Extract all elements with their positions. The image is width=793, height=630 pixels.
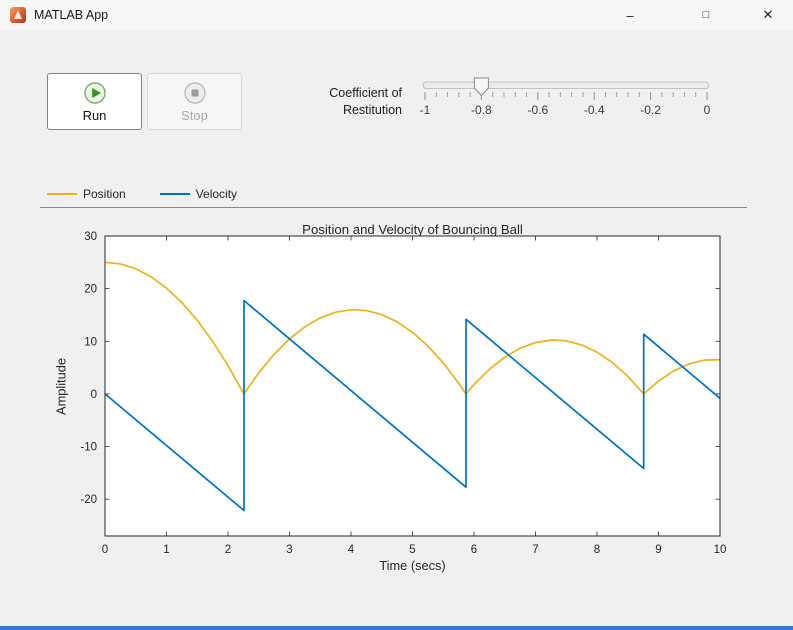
y-tick-label: 20 — [84, 284, 97, 296]
x-tick-label: 5 — [409, 544, 415, 556]
slider-groove — [423, 81, 709, 89]
x-tick-label: 9 — [655, 544, 661, 556]
y-tick-label: 10 — [84, 336, 97, 348]
legend-label-position: Position — [83, 187, 126, 201]
stop-button[interactable]: Stop — [147, 73, 242, 130]
x-tick-label: 3 — [286, 544, 292, 556]
x-tick-label: 2 — [225, 544, 231, 556]
window-title: MATLAB App — [34, 8, 109, 22]
x-tick-label: 7 — [532, 544, 538, 556]
chart-title: Position and Velocity of Bouncing Ball — [302, 222, 523, 237]
run-icon — [83, 81, 106, 104]
matlab-icon — [10, 7, 26, 23]
series-line-position — [104, 261, 721, 395]
y-axis-label: Amplitude — [53, 358, 69, 415]
x-tick-label: 10 — [714, 544, 727, 556]
plot-background — [105, 236, 720, 536]
run-button-label: Run — [82, 107, 107, 123]
x-tick-label: 0 — [102, 544, 108, 556]
slider-tick-label: -0.6 — [527, 103, 548, 117]
y-tick-label: 0 — [91, 389, 97, 401]
slider-tick-label: -0.4 — [584, 103, 605, 117]
slider-label-line2: Restitution — [342, 103, 402, 117]
legend-item-position: Position — [47, 187, 126, 201]
x-axis-label: Time (secs) — [379, 558, 446, 573]
legend-item-velocity: Velocity — [159, 187, 238, 201]
x-tick-label: 6 — [471, 544, 477, 556]
stop-button-label: Stop — [181, 107, 208, 123]
position-line-swatch — [47, 192, 77, 196]
slider-tick-label: -0.2 — [640, 103, 661, 117]
legend-label-velocity: Velocity — [195, 187, 238, 201]
stop-icon — [183, 81, 206, 104]
window-accent — [0, 626, 793, 630]
x-tick-label: 8 — [594, 544, 600, 556]
run-button[interactable]: Run — [47, 73, 142, 130]
slider-thumb[interactable] — [473, 77, 489, 97]
close-button[interactable]: ✕ — [751, 0, 785, 30]
chart-svg: 0 1 2 3 4 5 6 7 8 9 10 -20 -10 0 10 20 30 — [80, 231, 727, 556]
y-tick-label: 30 — [84, 231, 97, 243]
chart-area: 0 1 2 3 4 5 6 7 8 9 10 -20 -10 0 10 20 30 Position and V… — [30, 215, 770, 600]
y-tick-label: -20 — [80, 494, 97, 506]
slider-label-line1: Coefficient of — [329, 86, 402, 100]
y-tick-label: -10 — [80, 442, 97, 454]
slider-tick-label: -1 — [420, 103, 431, 117]
slider-tick-label: -0.8 — [471, 103, 492, 117]
maximize-button[interactable]: □ — [689, 0, 723, 30]
legend: Position Velocity — [47, 187, 237, 201]
restitution-slider[interactable]: -1 -0.8 -0.6 -0.4 -0.2 0 — [418, 76, 718, 124]
x-tick-label: 4 — [348, 544, 355, 556]
titlebar: MATLAB App – □ ✕ — [0, 0, 793, 30]
velocity-line-swatch — [159, 192, 190, 196]
series-line-velocity — [104, 299, 721, 512]
minimize-button[interactable]: – — [613, 0, 647, 30]
axes-box — [104, 235, 721, 537]
legend-divider — [40, 207, 747, 208]
slider-label: Coefficient of Restitution — [298, 85, 402, 119]
x-tick-label: 1 — [163, 544, 169, 556]
slider-tick-label: 0 — [704, 103, 711, 117]
